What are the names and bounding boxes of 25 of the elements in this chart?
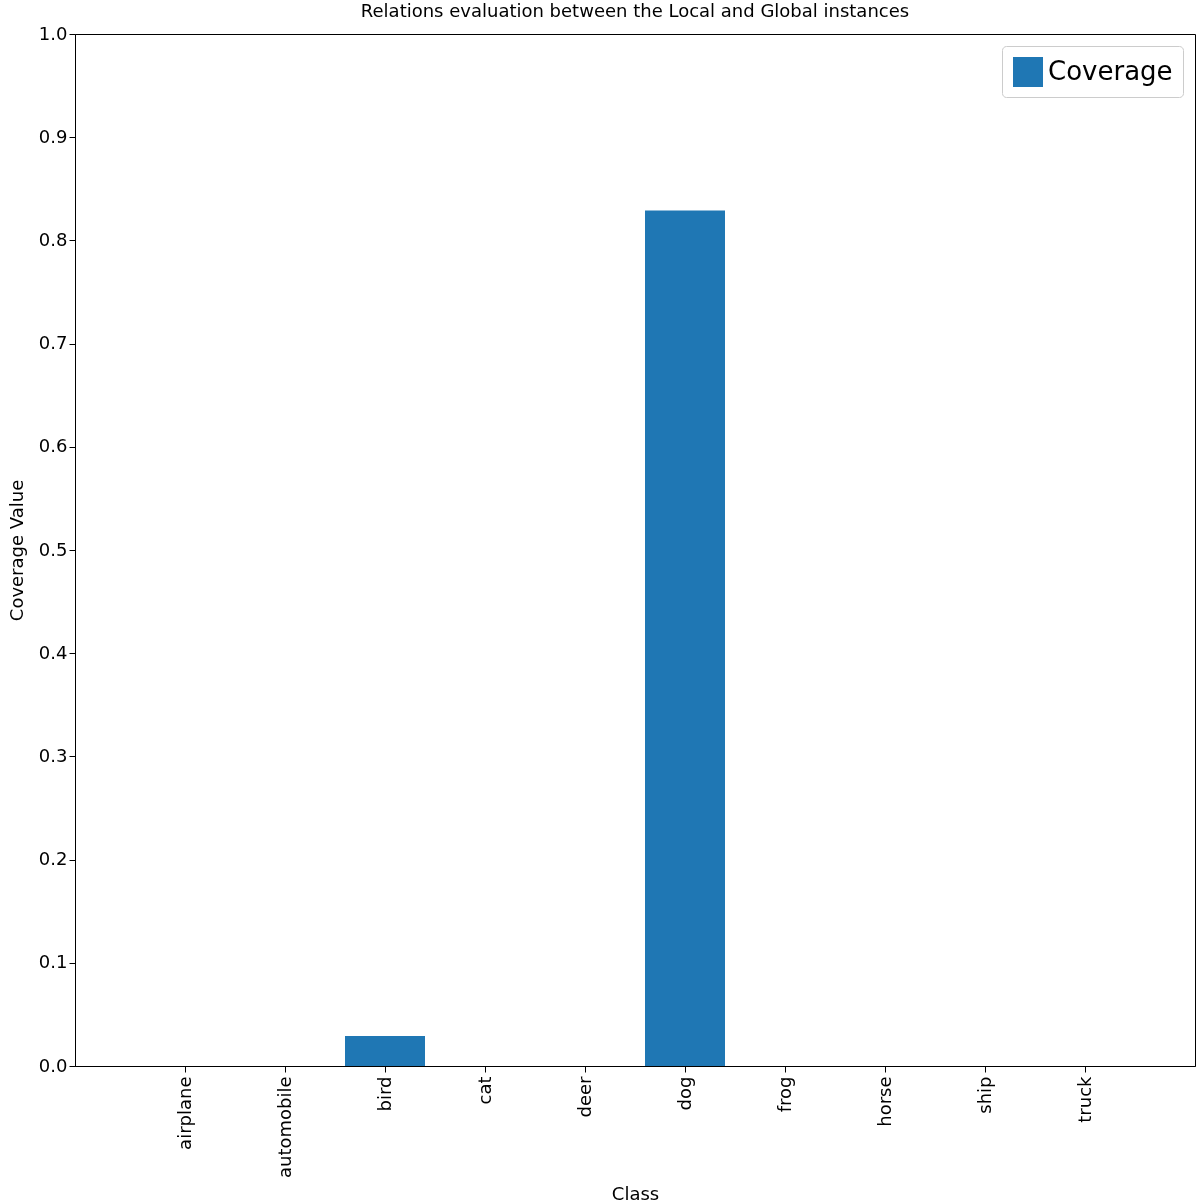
chart-title: Relations evaluation between the Local and Global instances xyxy=(360,0,910,21)
x-tick-label: airplane xyxy=(173,1076,195,1150)
y-tick-label: 0.3 xyxy=(38,744,68,766)
legend-label: Coverage xyxy=(1048,56,1173,86)
y-tick-label: 1.0 xyxy=(38,22,68,44)
x-tick-label: horse xyxy=(873,1076,895,1127)
x-tick-label: automobile xyxy=(273,1076,295,1179)
x-tick-label: deer xyxy=(573,1075,595,1118)
x-tick-label: truck xyxy=(1073,1075,1095,1123)
y-tick-label: 0.8 xyxy=(38,228,68,250)
y-tick-label: 0.1 xyxy=(38,951,68,973)
x-tick-label: frog xyxy=(773,1076,795,1113)
y-tick-label: 0.0 xyxy=(38,1054,68,1076)
y-axis-title: Coverage Value xyxy=(5,479,27,622)
x-tick-label: cat xyxy=(473,1076,495,1105)
x-tick-label: dog xyxy=(673,1076,695,1111)
y-tick-label: 0.9 xyxy=(38,125,68,147)
y-tick-label: 0.4 xyxy=(38,641,68,663)
y-tick-label: 0.7 xyxy=(38,332,68,354)
y-tick-label: 0.2 xyxy=(38,848,68,870)
x-tick-label: bird xyxy=(373,1076,395,1112)
x-axis-title: Class xyxy=(611,1183,660,1200)
y-tick-label: 0.5 xyxy=(38,538,68,560)
x-tick-label: ship xyxy=(973,1076,995,1114)
y-tick-label: 0.6 xyxy=(38,435,68,457)
